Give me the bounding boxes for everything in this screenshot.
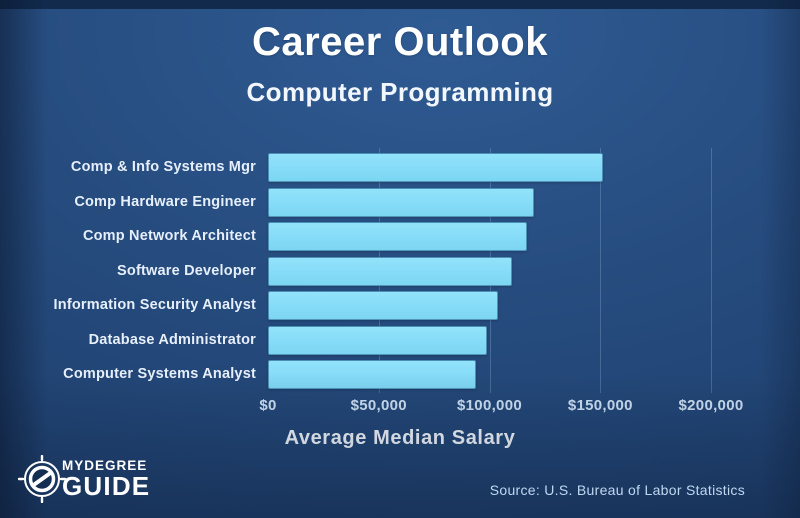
x-tick-label: $100,000 bbox=[457, 397, 522, 414]
gridline bbox=[600, 148, 602, 393]
salary-bar bbox=[268, 256, 512, 286]
top-accent-strip bbox=[0, 0, 800, 9]
bar-row: Database Administrator bbox=[0, 325, 800, 355]
logo-line1: MYDEGREE bbox=[62, 457, 148, 473]
bar-row: Comp & Info Systems Mgr bbox=[0, 153, 800, 182]
source-attribution: Source: U.S. Bureau of Labor Statistics bbox=[489, 482, 745, 498]
salary-bar bbox=[268, 153, 603, 182]
logo-text: MYDEGREE GUIDE bbox=[62, 459, 150, 500]
salary-bar bbox=[268, 222, 528, 251]
category-label: Database Administrator bbox=[88, 331, 256, 348]
category-label: Comp Hardware Engineer bbox=[74, 193, 256, 210]
salary-bar bbox=[268, 187, 534, 217]
compass-logo-icon bbox=[18, 455, 66, 503]
chart-subtitle: Computer Programming bbox=[246, 77, 554, 107]
x-tick-label: $0 bbox=[259, 397, 277, 414]
category-label: Comp Network Architect bbox=[82, 228, 256, 244]
logo-line2: GUIDE bbox=[62, 471, 151, 502]
chart-title: Career Outlook bbox=[252, 20, 548, 64]
salary-bar bbox=[268, 360, 477, 389]
bar-row: Software Developer bbox=[0, 256, 800, 286]
bar-row: Information Security Analyst bbox=[0, 291, 800, 320]
bar-chart-rows: Comp & Info Systems Mgr Comp Hardware Eng… bbox=[0, 153, 800, 395]
x-axis-ticks: $0 $50,000 $100,000 $150,000 $200,000 bbox=[0, 397, 800, 415]
bar-row: Computer Systems Analyst bbox=[0, 360, 800, 389]
x-tick-label: $200,000 bbox=[678, 397, 744, 414]
x-tick-label: $150,000 bbox=[567, 397, 633, 414]
category-label: Software Developer bbox=[117, 262, 256, 279]
mydegreeguide-logo: MYDEGREE GUIDE bbox=[18, 455, 150, 503]
category-label: Computer Systems Analyst bbox=[63, 366, 256, 382]
salary-bar bbox=[268, 325, 488, 355]
category-label: Comp & Info Systems Mgr bbox=[70, 159, 256, 175]
category-label: Information Security Analyst bbox=[53, 297, 256, 313]
bar-row: Comp Hardware Engineer bbox=[0, 187, 800, 217]
bar-row: Comp Network Architect bbox=[0, 222, 800, 251]
salary-bar bbox=[268, 291, 499, 320]
gridline bbox=[711, 148, 712, 393]
x-axis-title: Average Median Salary bbox=[284, 427, 516, 449]
x-tick-label: $50,000 bbox=[350, 397, 407, 414]
